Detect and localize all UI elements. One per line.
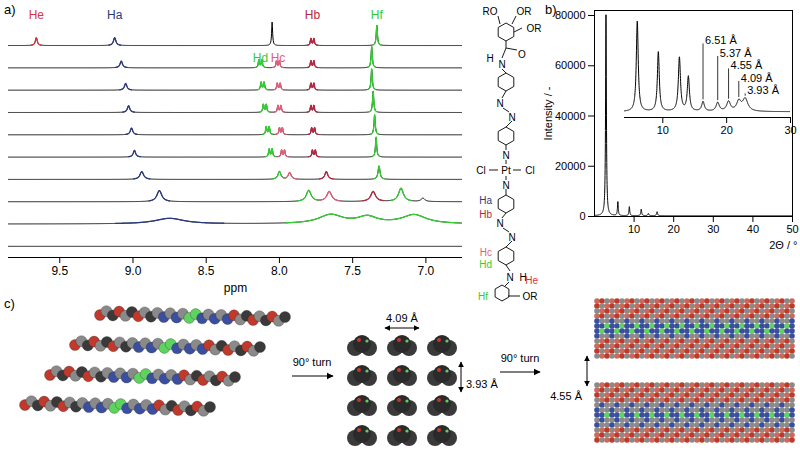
svg-text:Intensity / -: Intensity / - — [542, 86, 554, 140]
svg-text:Hc: Hc — [271, 51, 286, 65]
svg-text:Hf: Hf — [371, 8, 384, 22]
svg-text:N: N — [502, 150, 509, 161]
svg-text:Hd: Hd — [253, 51, 268, 65]
svg-text:3.93 Å: 3.93 Å — [747, 84, 779, 96]
svg-text:5.37 Å: 5.37 Å — [720, 47, 752, 59]
svg-text:80000: 80000 — [555, 9, 586, 21]
svg-text:Hb: Hb — [305, 8, 321, 22]
svg-text:Hf: Hf — [478, 291, 488, 302]
svg-text:8.0: 8.0 — [271, 264, 288, 278]
svg-text:4.55 Å: 4.55 Å — [550, 390, 582, 402]
svg-text:20000: 20000 — [555, 160, 586, 172]
svg-text:30: 30 — [784, 124, 796, 136]
svg-text:60000: 60000 — [555, 59, 586, 71]
svg-text:9.5: 9.5 — [51, 264, 68, 278]
svg-text:OR: OR — [517, 6, 532, 17]
svg-text:N: N — [506, 272, 513, 283]
svg-text:N: N — [496, 98, 503, 109]
svg-text:7.5: 7.5 — [344, 264, 361, 278]
svg-text:He: He — [29, 8, 45, 22]
svg-text:Hb: Hb — [479, 209, 492, 220]
svg-text:20: 20 — [668, 223, 680, 235]
svg-text:9.0: 9.0 — [125, 264, 142, 278]
svg-text:6.51 Å: 6.51 Å — [705, 34, 737, 46]
svg-text:Hd: Hd — [479, 259, 492, 270]
svg-text:10: 10 — [628, 223, 640, 235]
svg-text:4.09 Å: 4.09 Å — [741, 72, 773, 84]
svg-text:N: N — [508, 112, 515, 123]
svg-text:ppm: ppm — [224, 281, 247, 295]
svg-text:20: 20 — [721, 124, 733, 136]
svg-text:Cl: Cl — [525, 165, 534, 176]
svg-text:H: H — [486, 53, 493, 64]
svg-text:40000: 40000 — [555, 110, 586, 122]
svg-text:N: N — [498, 59, 505, 70]
svg-text:7.0: 7.0 — [418, 264, 435, 278]
svg-text:RO: RO — [483, 6, 498, 17]
svg-text:H: H — [519, 272, 526, 283]
svg-text:4.55 Å: 4.55 Å — [731, 59, 763, 71]
svg-text:3.93 Å: 3.93 Å — [466, 378, 498, 390]
svg-text:Cl: Cl — [476, 165, 485, 176]
svg-text:He: He — [525, 275, 538, 286]
svg-text:a): a) — [4, 2, 16, 17]
svg-text:O: O — [518, 49, 526, 60]
svg-text:10: 10 — [657, 124, 669, 136]
svg-text:c): c) — [4, 296, 15, 311]
svg-text:N: N — [496, 218, 503, 229]
svg-text:OR: OR — [523, 291, 538, 302]
svg-text:Hc: Hc — [480, 247, 492, 258]
svg-text:40: 40 — [747, 223, 759, 235]
svg-text:2Θ / °: 2Θ / ° — [769, 239, 797, 251]
svg-text:30: 30 — [707, 223, 719, 235]
svg-text:Ha: Ha — [479, 195, 492, 206]
svg-text:OR: OR — [527, 23, 542, 34]
svg-text:Ha: Ha — [107, 8, 123, 22]
svg-text:4.09 Å: 4.09 Å — [386, 312, 418, 324]
svg-text:N: N — [502, 180, 509, 191]
svg-text:0: 0 — [579, 210, 585, 222]
svg-text:8.5: 8.5 — [198, 264, 215, 278]
svg-text:b): b) — [545, 2, 557, 17]
svg-text:Pt: Pt — [501, 165, 511, 176]
svg-text:90° turn: 90° turn — [293, 356, 332, 368]
svg-text:50: 50 — [786, 223, 798, 235]
svg-text:90° turn: 90° turn — [501, 352, 540, 364]
svg-text:N: N — [508, 232, 515, 243]
